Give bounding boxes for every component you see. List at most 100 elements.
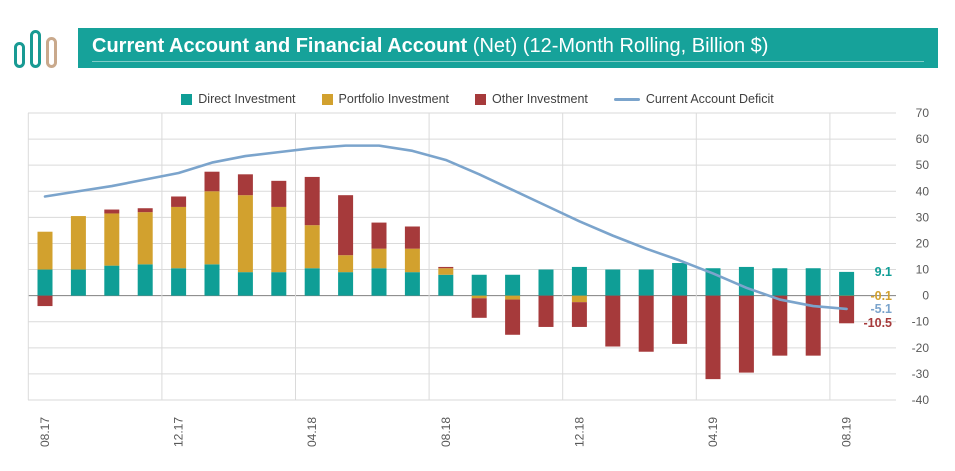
y-axis-label: 30 [916, 210, 930, 224]
bar-segment [237, 195, 253, 273]
bar-segment [137, 212, 153, 265]
chart-title: Current Account and Financial Account (N… [92, 35, 924, 62]
end-value-label: -10.5 [864, 316, 893, 330]
bar-segment [104, 265, 120, 296]
bar-segment [438, 268, 454, 275]
bar-segment [371, 222, 387, 249]
bar-segment [304, 176, 320, 226]
bar-segment [271, 180, 287, 207]
bar-segment [304, 225, 320, 269]
bar-segment [805, 268, 821, 296]
bar-segment [371, 268, 387, 296]
bar-segment [638, 295, 654, 352]
bar-segment [638, 269, 654, 296]
other-investment-swatch-icon [475, 93, 486, 105]
bar-segment [104, 213, 120, 266]
bar-segment [538, 269, 554, 296]
bar-segment [338, 195, 354, 256]
x-axis-label: 08.17 [38, 417, 52, 447]
x-axis-label: 12.17 [172, 417, 186, 447]
legend-item-direct-investment: Direct Investment [181, 92, 296, 106]
bar-segment [204, 264, 220, 296]
bar-segment [171, 268, 187, 296]
end-value-label: -0.1 [870, 289, 892, 303]
legend-label: Current Account Deficit [645, 92, 774, 106]
bar-segment [672, 295, 688, 344]
legend-label: Other Investment [492, 92, 588, 106]
bar-segment [505, 295, 521, 300]
x-axis-label: 04.18 [305, 417, 319, 447]
bar-segment [271, 272, 287, 296]
bar-segment [70, 216, 86, 270]
bar-segment [571, 295, 587, 303]
y-axis-label: 0 [922, 289, 929, 303]
bar-segment [404, 272, 420, 296]
bar-segment [70, 269, 86, 296]
bar-segment [471, 298, 487, 318]
bar-segment [705, 295, 721, 380]
title-banner: Current Account and Financial Account (N… [78, 28, 938, 68]
y-axis-label: -20 [912, 341, 930, 355]
legend-item-current-account-deficit: Current Account Deficit [613, 92, 774, 106]
legend-item-other-investment: Other Investment [475, 92, 588, 106]
bar-segment [338, 255, 354, 273]
y-axis-label: 20 [916, 236, 930, 250]
deficit-line-swatch-icon [613, 97, 640, 101]
bar-segment [237, 272, 253, 296]
y-axis-label: 60 [916, 132, 930, 146]
bar-segment [404, 248, 420, 273]
chart-title-main: Current Account and Financial Account [92, 34, 468, 57]
end-value-label: -5.1 [870, 302, 892, 316]
y-axis-label: 70 [916, 106, 930, 120]
chart-title-subtitle: (Net) (12-Month Rolling, Billion $) [472, 34, 769, 57]
legend-item-portfolio-investment: Portfolio Investment [321, 92, 449, 106]
bar-segment [338, 272, 354, 296]
bar-segment [571, 302, 587, 327]
end-value-label: 9.1 [875, 265, 892, 279]
y-axis-label: 40 [916, 184, 930, 198]
bar-segment [839, 271, 855, 296]
direct-investment-swatch-icon [181, 93, 193, 105]
bar-segment [505, 299, 521, 335]
bar-segment [271, 206, 287, 273]
x-axis-label: 08.18 [439, 417, 453, 447]
x-axis-label: 08.19 [840, 417, 854, 447]
x-axis-label: 12.18 [572, 417, 586, 447]
bar-segment [204, 191, 220, 265]
bar-segment [738, 266, 754, 296]
logo-bar-icon [30, 30, 41, 68]
chart-legend: Direct Investment Portfolio Investment O… [0, 92, 955, 106]
bar-segment [171, 196, 187, 207]
y-axis-label: 10 [916, 263, 930, 277]
bar-segment [505, 274, 521, 296]
x-axis-label: 04.19 [706, 417, 720, 447]
legend-label: Direct Investment [198, 92, 296, 106]
bar-segment [371, 248, 387, 269]
bar-segment [471, 295, 487, 299]
bar-segment [204, 171, 220, 192]
bar-segment [605, 295, 621, 347]
legend-label: Portfolio Investment [338, 92, 449, 106]
bar-segment [772, 268, 788, 296]
bar-segment [171, 206, 187, 269]
bar-segment [538, 295, 554, 327]
y-axis-label: -40 [912, 393, 930, 407]
y-axis-label: -30 [912, 367, 930, 381]
bar-segment [304, 268, 320, 296]
current-account-deficit-line [43, 144, 848, 311]
bar-segment [772, 295, 788, 356]
logo-bar-icon [46, 37, 57, 68]
bar-segment [672, 263, 688, 296]
bar-segment [438, 266, 454, 269]
bar-segment [137, 208, 153, 213]
y-axis-label: -10 [912, 315, 930, 329]
bar-segment [104, 209, 120, 214]
bar-segment [605, 269, 621, 296]
bar-segment [805, 295, 821, 356]
y-axis-label: 50 [916, 158, 930, 172]
bar-segment [404, 226, 420, 249]
bar-segment [738, 295, 754, 373]
logo-bar-icon [14, 42, 25, 68]
